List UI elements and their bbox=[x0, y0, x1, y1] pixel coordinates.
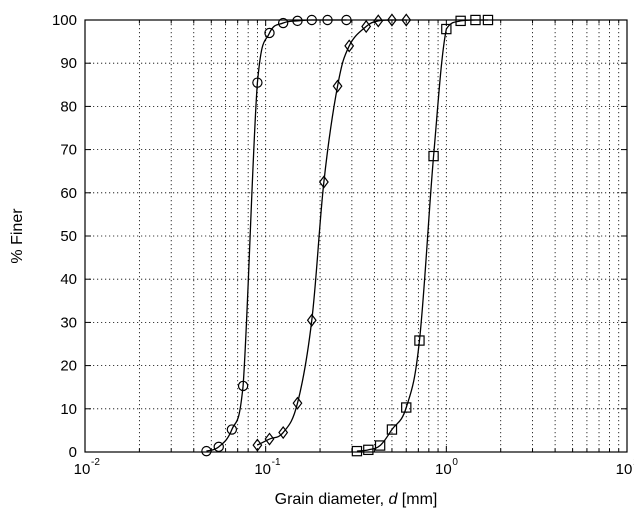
y-tick-label: 30 bbox=[60, 314, 77, 331]
tick-marks bbox=[85, 19, 627, 453]
x-tick-label-base: 10 bbox=[435, 461, 452, 478]
diamond-marker bbox=[373, 14, 384, 28]
circle-marker bbox=[237, 380, 249, 392]
series-line bbox=[257, 19, 407, 446]
x-tick-label-exponent: -1 bbox=[272, 457, 281, 468]
x-tick-label: 10 0 bbox=[435, 457, 458, 478]
series-diamond bbox=[252, 13, 412, 452]
square-marker bbox=[455, 15, 466, 27]
circle-marker bbox=[277, 17, 289, 29]
diamond-marker bbox=[278, 425, 289, 440]
y-tick-label: 0 bbox=[69, 444, 77, 461]
y-axis-label: % Finer bbox=[9, 208, 26, 264]
x-axis-label-prefix: Grain diameter, bbox=[275, 491, 389, 508]
x-tick-labels: 10-210-1100101 bbox=[74, 457, 634, 478]
x-tick-label-base: 10 bbox=[616, 461, 633, 478]
diamond-marker bbox=[401, 13, 412, 27]
series-line bbox=[206, 19, 347, 452]
y-tick-label: 90 bbox=[60, 55, 77, 72]
circle-marker bbox=[292, 15, 303, 27]
y-tick-label: 40 bbox=[60, 271, 77, 288]
x-tick-label: 101 bbox=[616, 457, 634, 478]
y-tick-labels: 0 10 20 30 40 50 60 70 80 90 100 bbox=[52, 12, 77, 461]
diamond-marker bbox=[361, 19, 372, 34]
grid-lines bbox=[85, 20, 627, 452]
diamond-marker bbox=[306, 313, 317, 327]
series-circle bbox=[201, 14, 352, 457]
square-marker bbox=[428, 150, 439, 162]
diamond-marker bbox=[292, 396, 303, 410]
diamond-marker bbox=[344, 39, 355, 53]
x-tick-label-base: 10 bbox=[74, 461, 91, 478]
x-tick-label-exponent: -2 bbox=[91, 457, 100, 468]
square-marker bbox=[414, 335, 425, 346]
y-tick-label: 50 bbox=[60, 228, 77, 245]
y-tick-label: 70 bbox=[60, 142, 77, 159]
x-axis-label-suffix: [mm] bbox=[397, 491, 437, 508]
circle-marker bbox=[252, 77, 263, 88]
square-marker bbox=[374, 440, 386, 451]
series-square bbox=[351, 14, 494, 457]
y-tick-label: 80 bbox=[60, 98, 77, 115]
x-tick-label-base: 10 bbox=[254, 461, 271, 478]
square-marker bbox=[401, 402, 412, 413]
diamond-marker bbox=[386, 13, 397, 27]
x-tick-label: 10 -2 bbox=[74, 457, 101, 478]
series-line bbox=[356, 19, 488, 452]
circle-marker bbox=[264, 27, 275, 39]
x-axis-label: Grain diameter, d [mm] bbox=[275, 491, 438, 508]
x-axis-label-variable: d bbox=[388, 491, 398, 508]
diamond-marker bbox=[318, 175, 329, 189]
y-tick-label: 20 bbox=[60, 358, 77, 375]
x-tick-label-exponent: 0 bbox=[452, 457, 458, 468]
diamond-marker bbox=[332, 79, 343, 93]
circle-marker bbox=[226, 424, 238, 435]
square-marker bbox=[386, 424, 398, 435]
y-tick-label: 100 bbox=[52, 12, 77, 29]
x-tick-label: 10 -1 bbox=[254, 457, 281, 478]
y-tick-label: 60 bbox=[60, 185, 77, 202]
diamond-marker bbox=[264, 432, 275, 446]
square-marker bbox=[363, 444, 374, 456]
series-layer bbox=[201, 13, 494, 457]
y-tick-label: 10 bbox=[60, 401, 77, 418]
